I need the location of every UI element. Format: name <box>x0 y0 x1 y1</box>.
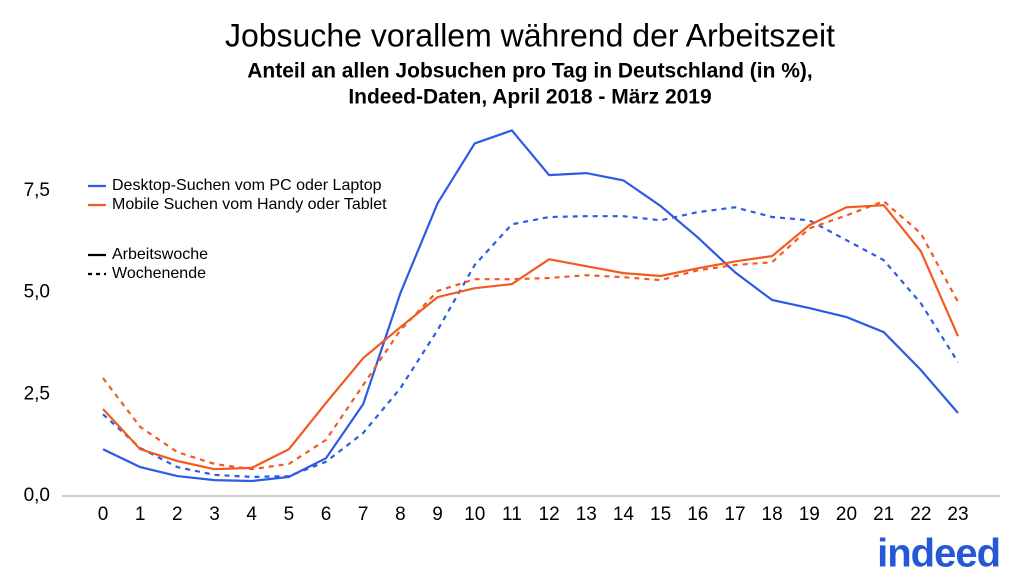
x-tick-label: 0 <box>98 504 109 525</box>
x-tick-label: 7 <box>358 504 369 525</box>
chart-subtitle: Indeed-Daten, April 2018 - März 2019 <box>348 86 711 109</box>
x-tick-label: 19 <box>799 504 820 525</box>
x-tick-label: 18 <box>762 504 783 525</box>
series-line <box>102 204 960 471</box>
x-tick-label: 9 <box>432 504 443 525</box>
y-tick-label: 5,0 <box>24 282 50 303</box>
legend-label: Mobile Suchen vom Handy oder Tablet <box>112 196 387 213</box>
x-tick-label: 10 <box>464 504 485 525</box>
series-line <box>102 129 959 483</box>
x-tick-label: 8 <box>395 504 406 525</box>
x-tick-label: 12 <box>539 504 560 525</box>
series-line <box>102 199 959 471</box>
x-tick-label: 15 <box>650 504 671 525</box>
x-tick-label: 14 <box>613 504 635 525</box>
y-tick-label: 2,5 <box>24 383 50 404</box>
x-tick-label: 17 <box>724 504 745 525</box>
logo: indeed <box>877 532 1000 576</box>
x-tick-label: 3 <box>209 504 220 525</box>
x-tick-label: 21 <box>873 504 894 525</box>
x-tick-label: 23 <box>947 504 968 525</box>
x-tick-label: 5 <box>284 504 295 525</box>
x-tick-label: 16 <box>687 504 708 525</box>
chart-title: Jobsuche vorallem während der Arbeitszei… <box>225 17 835 53</box>
series-line <box>102 206 959 479</box>
x-tick-label: 2 <box>172 504 183 525</box>
legend-label: Arbeitswoche <box>112 246 208 263</box>
x-tick-label: 11 <box>502 504 522 525</box>
x-tick-label: 13 <box>576 504 597 525</box>
x-tick-label: 6 <box>321 504 332 525</box>
y-tick-label: 7,5 <box>24 180 50 201</box>
chart-subtitle: Anteil an allen Jobsuchen pro Tag in Deu… <box>247 60 813 83</box>
x-tick-label: 4 <box>246 504 257 525</box>
x-tick-label: 1 <box>135 504 146 525</box>
legend-label: Wochenende <box>112 265 206 282</box>
legend-label: Desktop-Suchen vom PC oder Laptop <box>112 177 382 194</box>
x-tick-label: 22 <box>910 504 931 525</box>
x-tick-label: 20 <box>836 504 857 525</box>
y-tick-label: 0,0 <box>24 485 50 506</box>
